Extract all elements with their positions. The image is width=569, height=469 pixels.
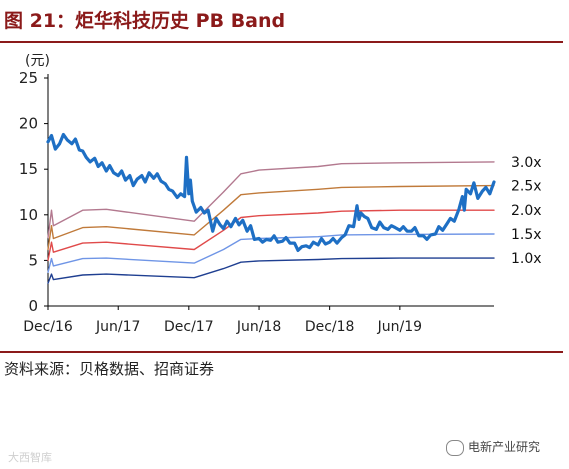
source-rule xyxy=(0,351,563,353)
y-tick-label: 10 xyxy=(19,206,38,224)
y-tick-label: 0 xyxy=(28,297,38,315)
x-tick-label: Jun/18 xyxy=(236,319,281,335)
figure-title: 图 21：炬华科技历史 PB Band xyxy=(4,10,286,32)
series-label: 3.0x xyxy=(511,155,542,171)
series-line-3-0x xyxy=(47,161,495,239)
y-tick-label: 5 xyxy=(28,251,38,269)
source-note: 资料来源：贝格数据、招商证券 xyxy=(4,360,215,378)
y-tick-label: 20 xyxy=(19,115,38,133)
series-label: 2.0x xyxy=(511,203,542,219)
series-line-2-0x xyxy=(47,209,495,262)
series-label: 1.0x xyxy=(511,251,542,267)
watermark-right: 电新产业研究 xyxy=(446,438,540,456)
series-line-2-5x xyxy=(47,184,495,251)
series-line-1-0x xyxy=(47,257,495,284)
x-tick-label: Dec/18 xyxy=(305,319,355,335)
wechat-icon xyxy=(446,439,464,456)
y-tick-label: 25 xyxy=(19,69,38,87)
x-tick-label: Dec/16 xyxy=(23,319,73,335)
x-tick-label: Dec/17 xyxy=(164,319,214,335)
x-tick-label: Jun/17 xyxy=(95,319,140,335)
watermark-left: 大西智库 xyxy=(8,451,52,464)
title-rule xyxy=(0,41,563,43)
y-unit-label: (元) xyxy=(25,53,50,69)
x-tick-label: Jun/19 xyxy=(377,319,422,335)
series-label: 2.5x xyxy=(511,179,542,195)
series-line-price xyxy=(46,132,496,252)
figure-header: 图 21：炬华科技历史 PB Band xyxy=(0,0,569,42)
pb-band-chart: (元) 0 5 10 15 20 25 Dec/16 Jun/17 Dec/17 Jun/18 Dec… xyxy=(19,53,542,335)
y-tick-label: 15 xyxy=(19,160,38,178)
watermark-right-text: 电新产业研究 xyxy=(468,440,541,454)
series-label: 1.5x xyxy=(511,227,542,243)
series-line-1-5x xyxy=(47,233,495,273)
